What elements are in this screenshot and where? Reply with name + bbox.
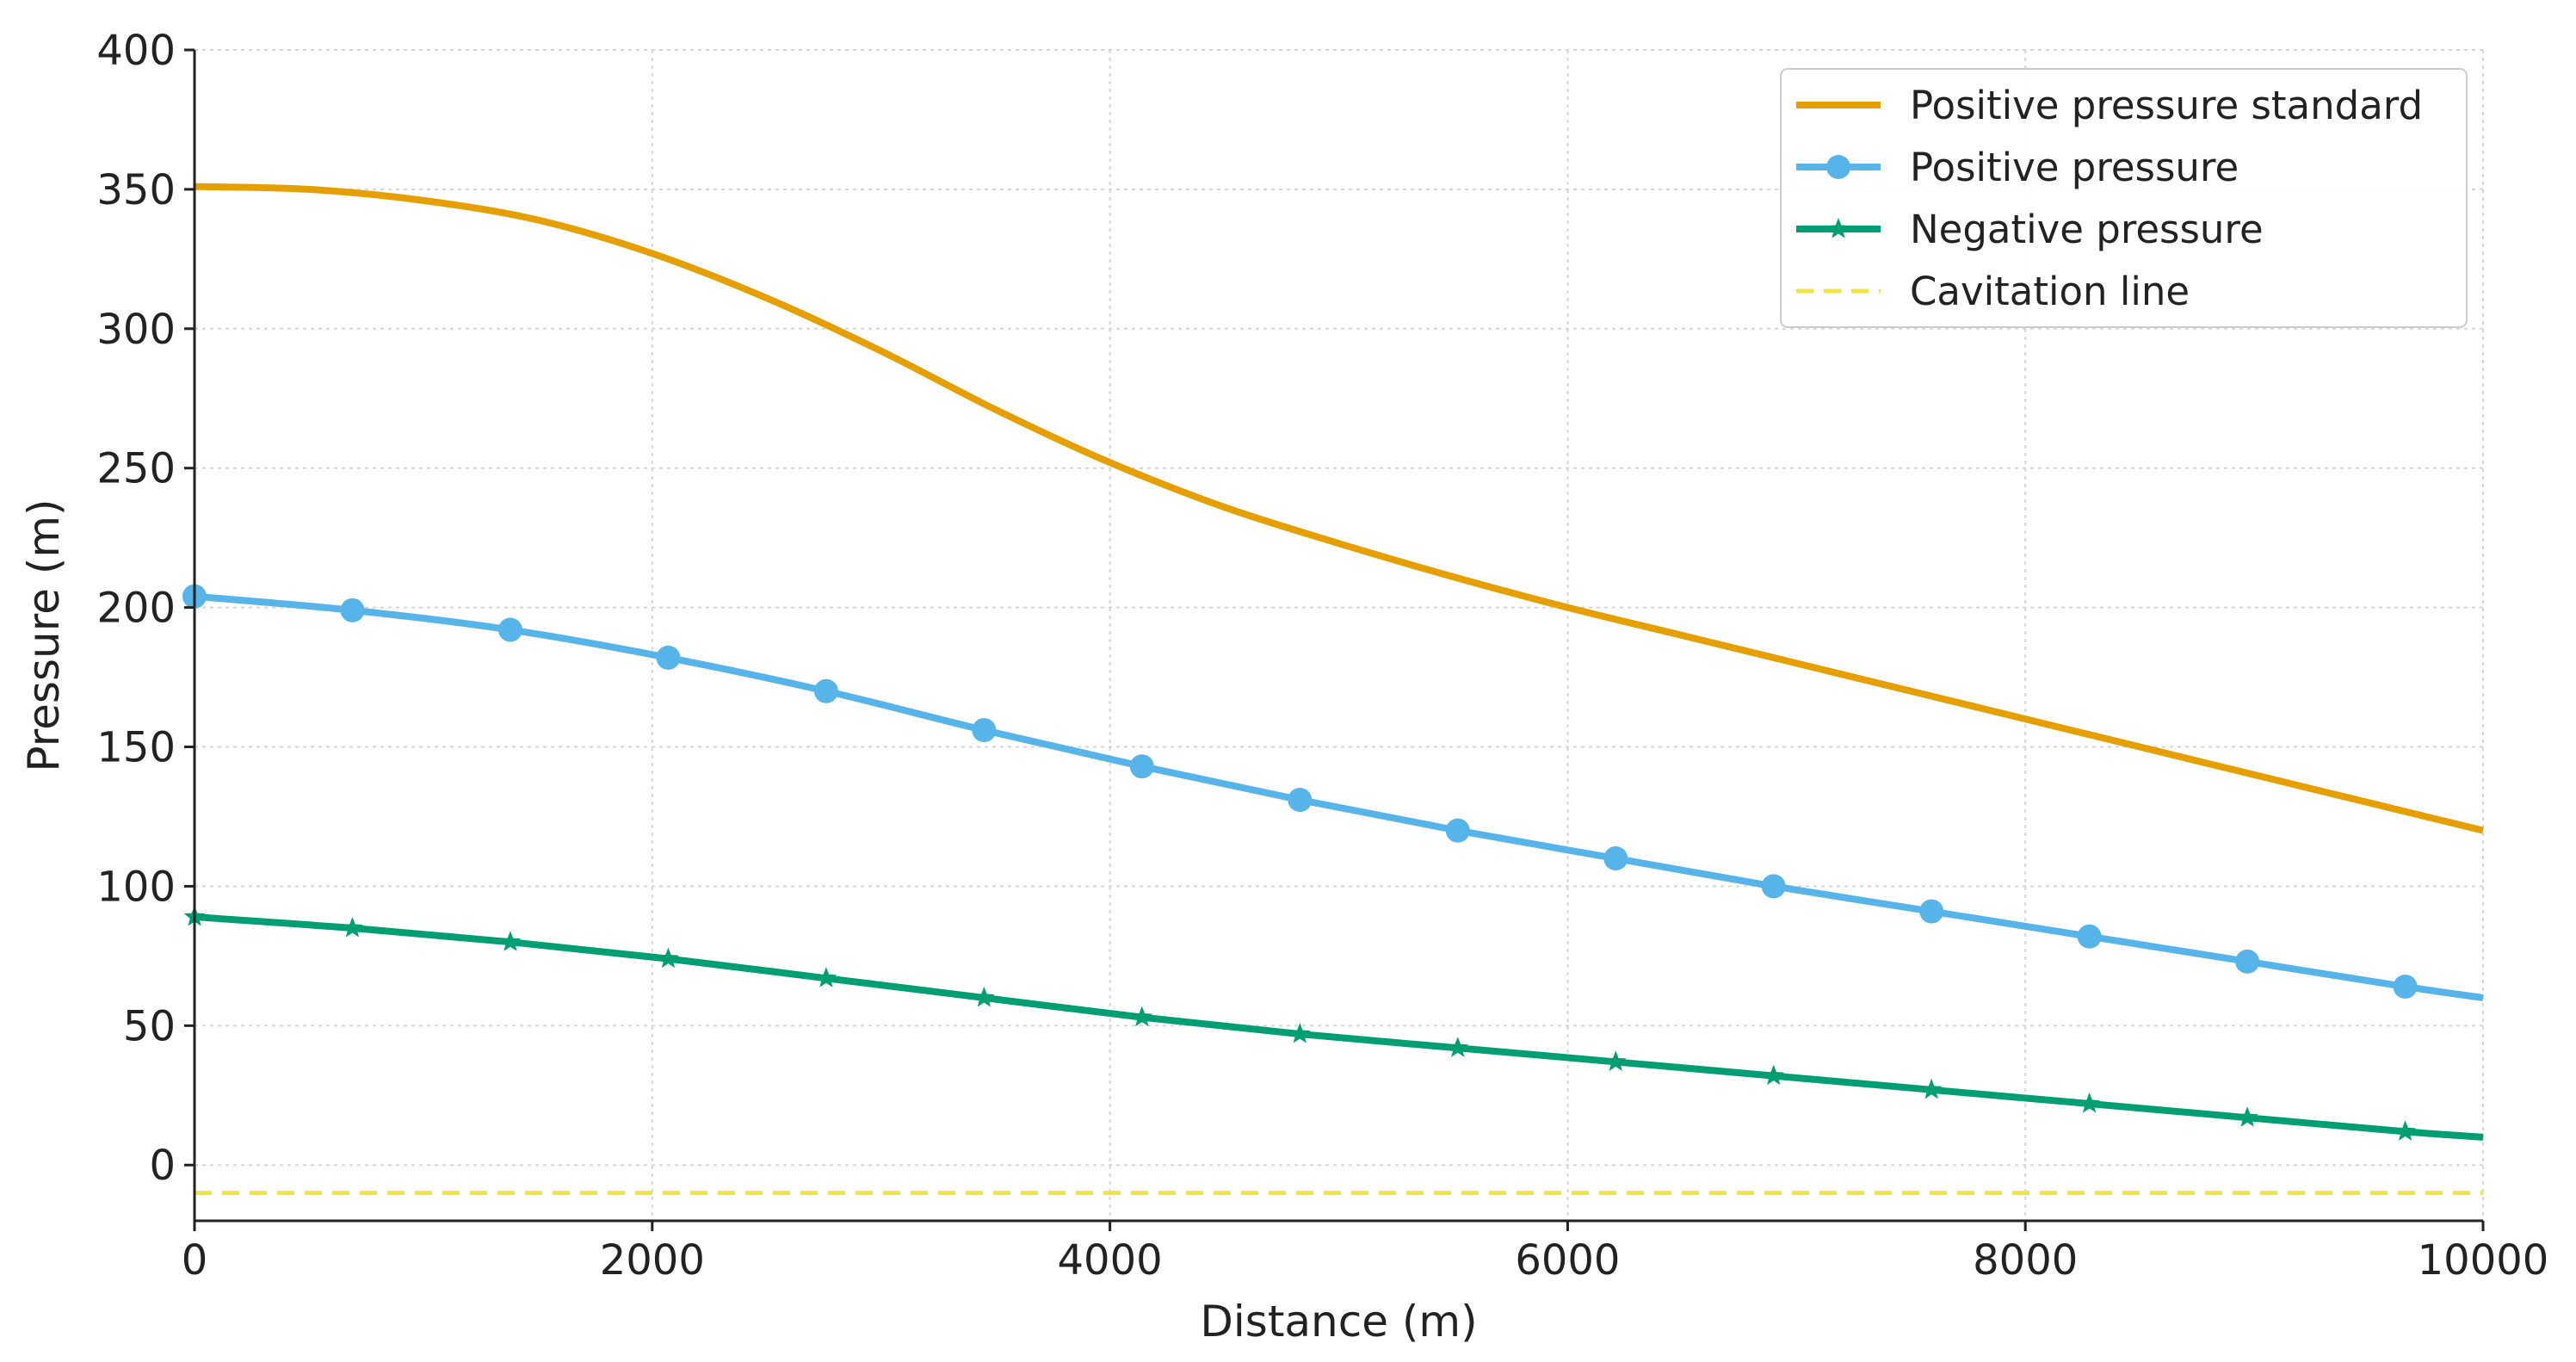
x-tick-label: 4000 — [1058, 1236, 1163, 1285]
data-point — [2235, 949, 2260, 974]
data-point — [815, 967, 837, 987]
x-axis-title: Distance (m) — [1200, 1297, 1477, 1347]
data-point — [2394, 1120, 2416, 1141]
series-line — [194, 183, 2484, 834]
legend-item: Positive pressure — [1796, 145, 2239, 190]
data-point — [1131, 1006, 1153, 1027]
legend: Positive pressure standard Positive press… — [1780, 68, 2468, 328]
legend-label: Positive pressure — [1910, 145, 2239, 190]
data-point — [656, 645, 681, 670]
x-tick-label: 10000 — [2418, 1236, 2549, 1285]
y-tick-label: 200 — [96, 585, 176, 633]
x-tick-label: 2000 — [600, 1236, 705, 1285]
series-line — [194, 913, 2484, 1141]
data-point — [1604, 1050, 1627, 1071]
y-tick-label: 250 — [96, 445, 176, 493]
legend-marker — [1826, 155, 1850, 179]
x-tick-label: 6000 — [1515, 1236, 1620, 1285]
y-tick-label: 400 — [96, 27, 176, 75]
y-tick-label: 350 — [96, 166, 176, 214]
data-point — [1919, 899, 1944, 924]
data-point — [499, 931, 522, 951]
data-point — [2077, 924, 2102, 949]
y-tick-label: 150 — [96, 724, 176, 772]
data-point — [658, 947, 679, 969]
data-point — [1920, 1078, 1943, 1099]
legend-marker — [1827, 218, 1850, 238]
data-point — [342, 917, 363, 938]
data-point — [1761, 874, 1786, 899]
data-point — [340, 597, 365, 622]
legend-item: Cavitation line — [1796, 269, 2190, 314]
legend-item: Negative pressure — [1796, 207, 2264, 252]
y-tick-label: 50 — [123, 1002, 176, 1050]
data-point — [2393, 975, 2418, 999]
data-point — [1447, 1037, 1469, 1057]
data-point — [1288, 1023, 1311, 1043]
data-point — [972, 718, 997, 743]
data-point — [1763, 1064, 1785, 1086]
y-tick-label: 0 — [149, 1142, 176, 1190]
data-point — [813, 678, 838, 703]
legend-label: Cavitation line — [1910, 269, 2190, 314]
y-tick-label: 100 — [96, 863, 176, 911]
series-layer — [182, 183, 2484, 1196]
series-line — [194, 592, 2484, 1001]
ticks-layer: 0 2000 4000 6000 8000 10000 0 50 100 150 200 250 300… — [96, 27, 2548, 1285]
series-0 — [194, 183, 2484, 834]
series-1 — [182, 584, 2484, 1001]
legend-label: Negative pressure — [1910, 207, 2264, 252]
y-tick-label: 300 — [96, 306, 176, 354]
data-point — [1288, 788, 1313, 813]
data-point — [1445, 818, 1470, 843]
x-tick-label: 0 — [182, 1236, 208, 1285]
y-axis-title: Pressure (m) — [19, 498, 69, 771]
legend-box — [1780, 68, 2468, 328]
data-point — [1129, 754, 1154, 779]
data-point — [2236, 1106, 2258, 1127]
data-point — [1603, 846, 1628, 871]
data-point — [497, 617, 522, 642]
legend-item: Positive pressure standard — [1796, 83, 2423, 128]
data-point — [973, 986, 995, 1007]
data-point — [2079, 1093, 2101, 1113]
legend-label: Positive pressure standard — [1910, 83, 2423, 128]
x-tick-label: 8000 — [1973, 1236, 2078, 1285]
